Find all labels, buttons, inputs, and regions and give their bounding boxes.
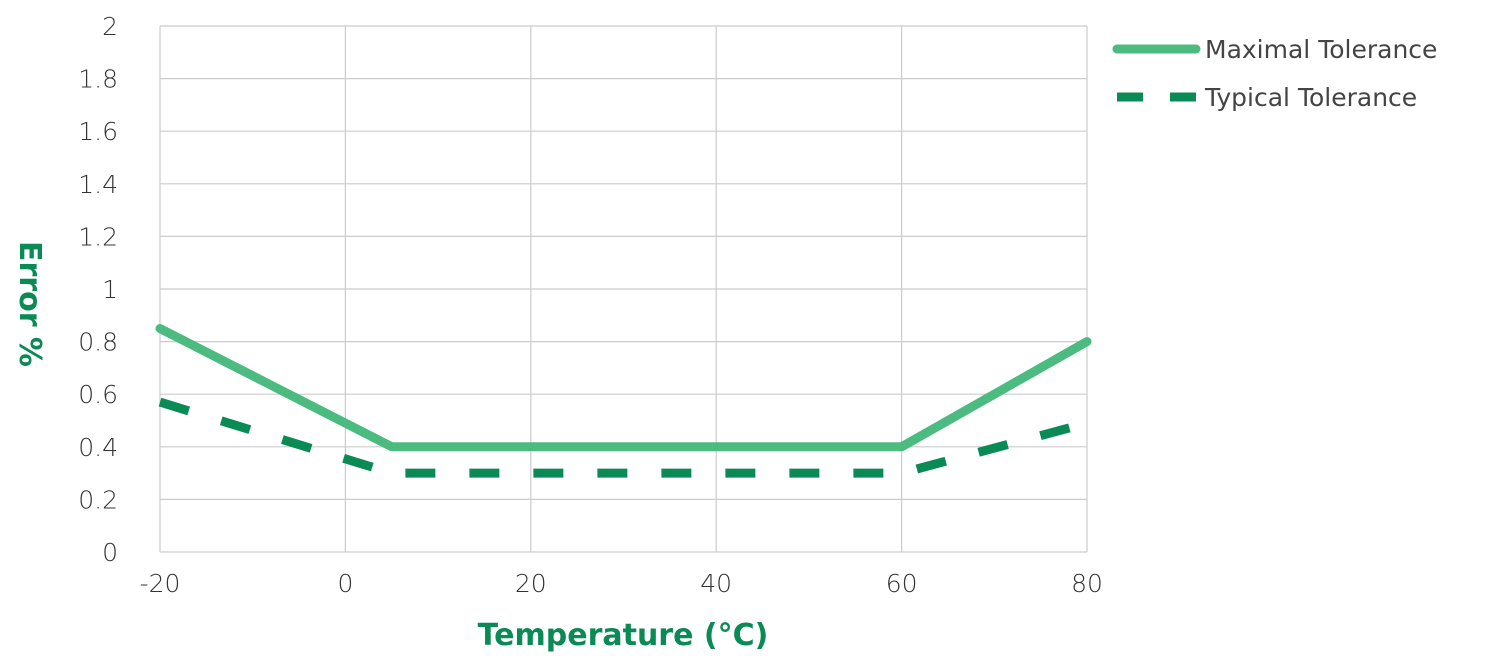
x-tick-label: 80: [1071, 569, 1103, 598]
x-axis-ticks: -20 0 20 40 60 80: [140, 569, 1103, 598]
series-lines: [155, 324, 1092, 478]
x-axis-title: Temperature (°C): [478, 618, 769, 653]
y-tick-label: 0.8: [78, 328, 118, 357]
legend-label: Typical Tolerance: [1204, 83, 1417, 112]
y-axis-title: Error %: [12, 241, 47, 367]
x-tick-label: 40: [700, 569, 732, 598]
x-tick-label: 0: [337, 569, 353, 598]
y-tick-label: 2: [102, 12, 118, 41]
legend: Maximal Tolerance Typical Tolerance: [1112, 35, 1437, 112]
series-line-maximal: [155, 324, 1092, 452]
y-tick-label: 0: [102, 538, 118, 567]
y-tick-label: 1.2: [78, 222, 118, 251]
y-tick-label: 0.2: [78, 485, 118, 514]
legend-label: Maximal Tolerance: [1205, 35, 1437, 64]
y-tick-label: 1.4: [78, 170, 118, 199]
series-line-typical: [158, 397, 1089, 478]
x-tick-label: 20: [515, 569, 547, 598]
y-tick-label: 0.4: [78, 433, 118, 462]
x-tick-label: 60: [886, 569, 918, 598]
y-tick-label: 1.8: [78, 65, 118, 94]
y-tick-label: 1: [102, 275, 118, 304]
y-tick-label: 1.6: [78, 117, 118, 146]
y-axis-ticks: 0 0.2 0.4 0.6 0.8 1 1.2 1.4 1.6 1.8 2: [78, 12, 118, 567]
y-tick-label: 0.6: [78, 380, 118, 409]
x-tick-label: -20: [140, 569, 181, 598]
grid-lines: [159, 25, 1088, 553]
